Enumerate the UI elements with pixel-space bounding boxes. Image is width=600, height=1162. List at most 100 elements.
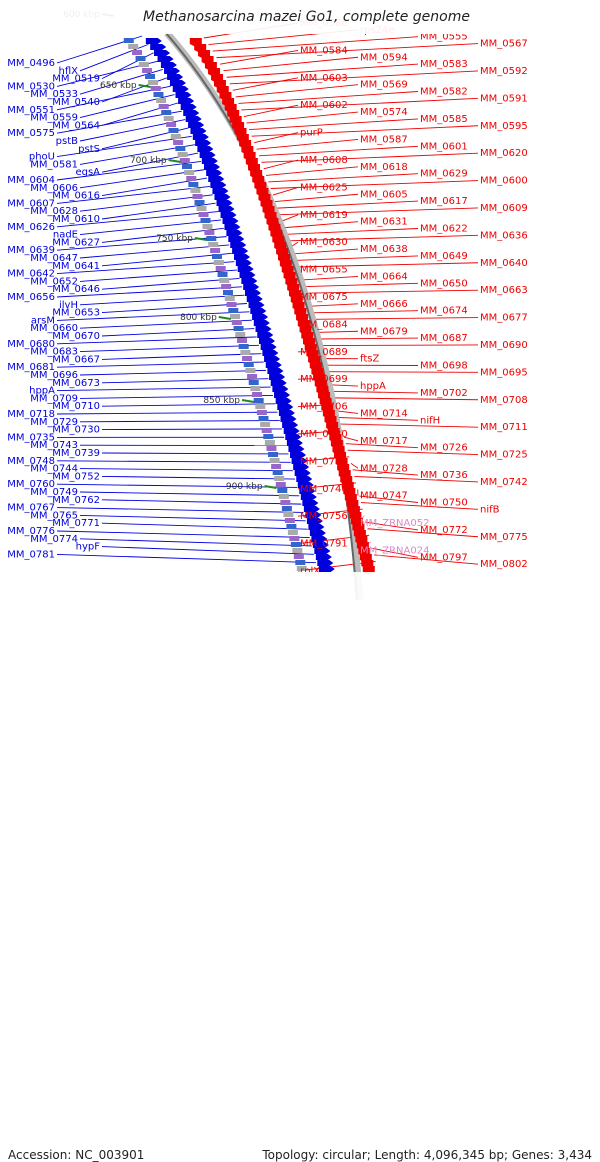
right-gene-label: MM_0650 (420, 278, 468, 289)
minus-strand-gene (316, 554, 332, 560)
left-gene-label: pstS (78, 144, 100, 155)
scale-tick-mark (219, 317, 231, 319)
left-gene-label: MM_0641 (52, 261, 100, 272)
right-gene-label: MM_0797 (420, 552, 468, 563)
cog-category-block (245, 368, 255, 373)
left-connector (80, 295, 245, 305)
cog-category-block (195, 200, 205, 205)
right-connector (292, 249, 358, 254)
right-gene-label: MM_0687 (420, 333, 468, 344)
right-gene-label: MM_0714 (360, 408, 408, 419)
right-gene-label: MM_0631 (360, 217, 408, 228)
cog-category-block (265, 440, 275, 445)
right-gene-label: MM_0630 (300, 237, 348, 248)
minus-strand-gene (308, 524, 324, 530)
cog-category-block (288, 530, 298, 535)
cog-category-block (210, 248, 220, 253)
cog-category-block (262, 428, 272, 433)
cog-category-block (250, 386, 260, 391)
cog-category-block (235, 332, 245, 337)
left-gene-label: MM_0673 (52, 378, 100, 389)
cog-category-block (128, 44, 138, 49)
right-gene-label: MM_0618 (360, 162, 408, 173)
right-gene-label: MM_0592 (480, 66, 528, 77)
minus-strand-gene (240, 272, 256, 278)
left-connector (102, 547, 314, 555)
right-gene-label: MM_0677 (480, 313, 528, 324)
cog-category-block (132, 50, 142, 55)
cog-category-block (204, 230, 214, 235)
right-gene-label: MM_0582 (420, 87, 468, 98)
minus-strand-gene (295, 470, 311, 476)
cog-category-block (274, 476, 284, 481)
minus-strand-gene (210, 182, 226, 188)
right-gene-label: MM_0775 (480, 532, 528, 543)
cog-category-block (200, 218, 210, 223)
minus-strand-gene (301, 494, 317, 500)
minus-strand-gene (150, 44, 166, 50)
cog-category-block (182, 164, 192, 169)
minus-strand-gene (264, 356, 280, 362)
right-connector (341, 424, 478, 427)
right-connector (220, 50, 298, 64)
cog-category-block (254, 398, 264, 403)
right-gene-label: MM_0569 (360, 80, 408, 91)
cog-category-block (180, 158, 190, 163)
left-gene-label: egsA (75, 167, 100, 178)
right-connector (294, 256, 418, 261)
right-gene-label: MM_0600 (480, 176, 528, 187)
right-gene-label: MM_0746 (300, 484, 348, 495)
cog-category-block (282, 506, 292, 511)
minus-strand-gene (285, 434, 301, 440)
right-connector (254, 133, 298, 143)
minus-strand-gene (204, 164, 220, 170)
cog-category-block (225, 296, 235, 301)
scale-tick-mark (169, 160, 181, 162)
right-gene-label: MM_0605 (360, 189, 408, 200)
left-connector (57, 412, 277, 414)
right-connector (351, 463, 358, 468)
right-gene-label: MM_0638 (360, 244, 408, 255)
minus-strand-gene (249, 302, 265, 308)
left-connector (102, 453, 289, 454)
minus-strand-gene (202, 158, 218, 164)
right-gene-label: MM_0689 (300, 347, 348, 358)
cog-category-block (148, 80, 158, 85)
right-connector (286, 229, 418, 235)
right-gene-label: MM_0567 (480, 39, 528, 50)
left-gene-label: MM_0646 (52, 284, 100, 295)
minus-strand-gene (279, 410, 295, 416)
right-connector (230, 71, 478, 84)
minus-strand-gene (247, 296, 263, 302)
minus-strand-gene (175, 92, 191, 98)
left-gene-label: MM_0496 (7, 58, 55, 69)
left-gene-label: MM_0656 (7, 292, 55, 303)
cog-category-block (289, 536, 299, 541)
topology-text: Topology: circular; Length: 4,096,345 bp… (262, 1148, 592, 1162)
cog-category-block (192, 194, 202, 199)
right-gene-label: MM_0675 (300, 292, 348, 303)
right-connector (317, 338, 418, 339)
left-gene-label: MM_0610 (52, 214, 100, 225)
right-gene-label: MM_0601 (420, 141, 468, 152)
left-connector (80, 370, 266, 375)
cog-category-block (239, 344, 249, 349)
cog-category-block (153, 92, 163, 97)
minus-strand-gene (256, 326, 272, 332)
left-connector (102, 304, 247, 313)
left-gene-label: MM_0519 (52, 74, 100, 85)
left-gene-label: MM_0564 (52, 120, 100, 131)
right-gene-label: MM_0747 (360, 491, 408, 502)
cog-category-block (124, 38, 134, 43)
title-bar: Methanosarcina mazei Go1, complete genom… (0, 0, 600, 34)
right-gene-label: MM_0591 (480, 93, 528, 104)
minus-strand-gene (161, 62, 177, 68)
minus-strand-gene (208, 176, 224, 182)
right-connector (266, 167, 358, 176)
cog-category-block (286, 524, 296, 529)
cog-category-block (197, 206, 207, 211)
right-gene-label: MM_0595 (480, 121, 528, 132)
minus-strand-gene (252, 314, 268, 320)
left-connector (80, 469, 293, 471)
right-gene-label: MM_0587 (360, 134, 408, 145)
